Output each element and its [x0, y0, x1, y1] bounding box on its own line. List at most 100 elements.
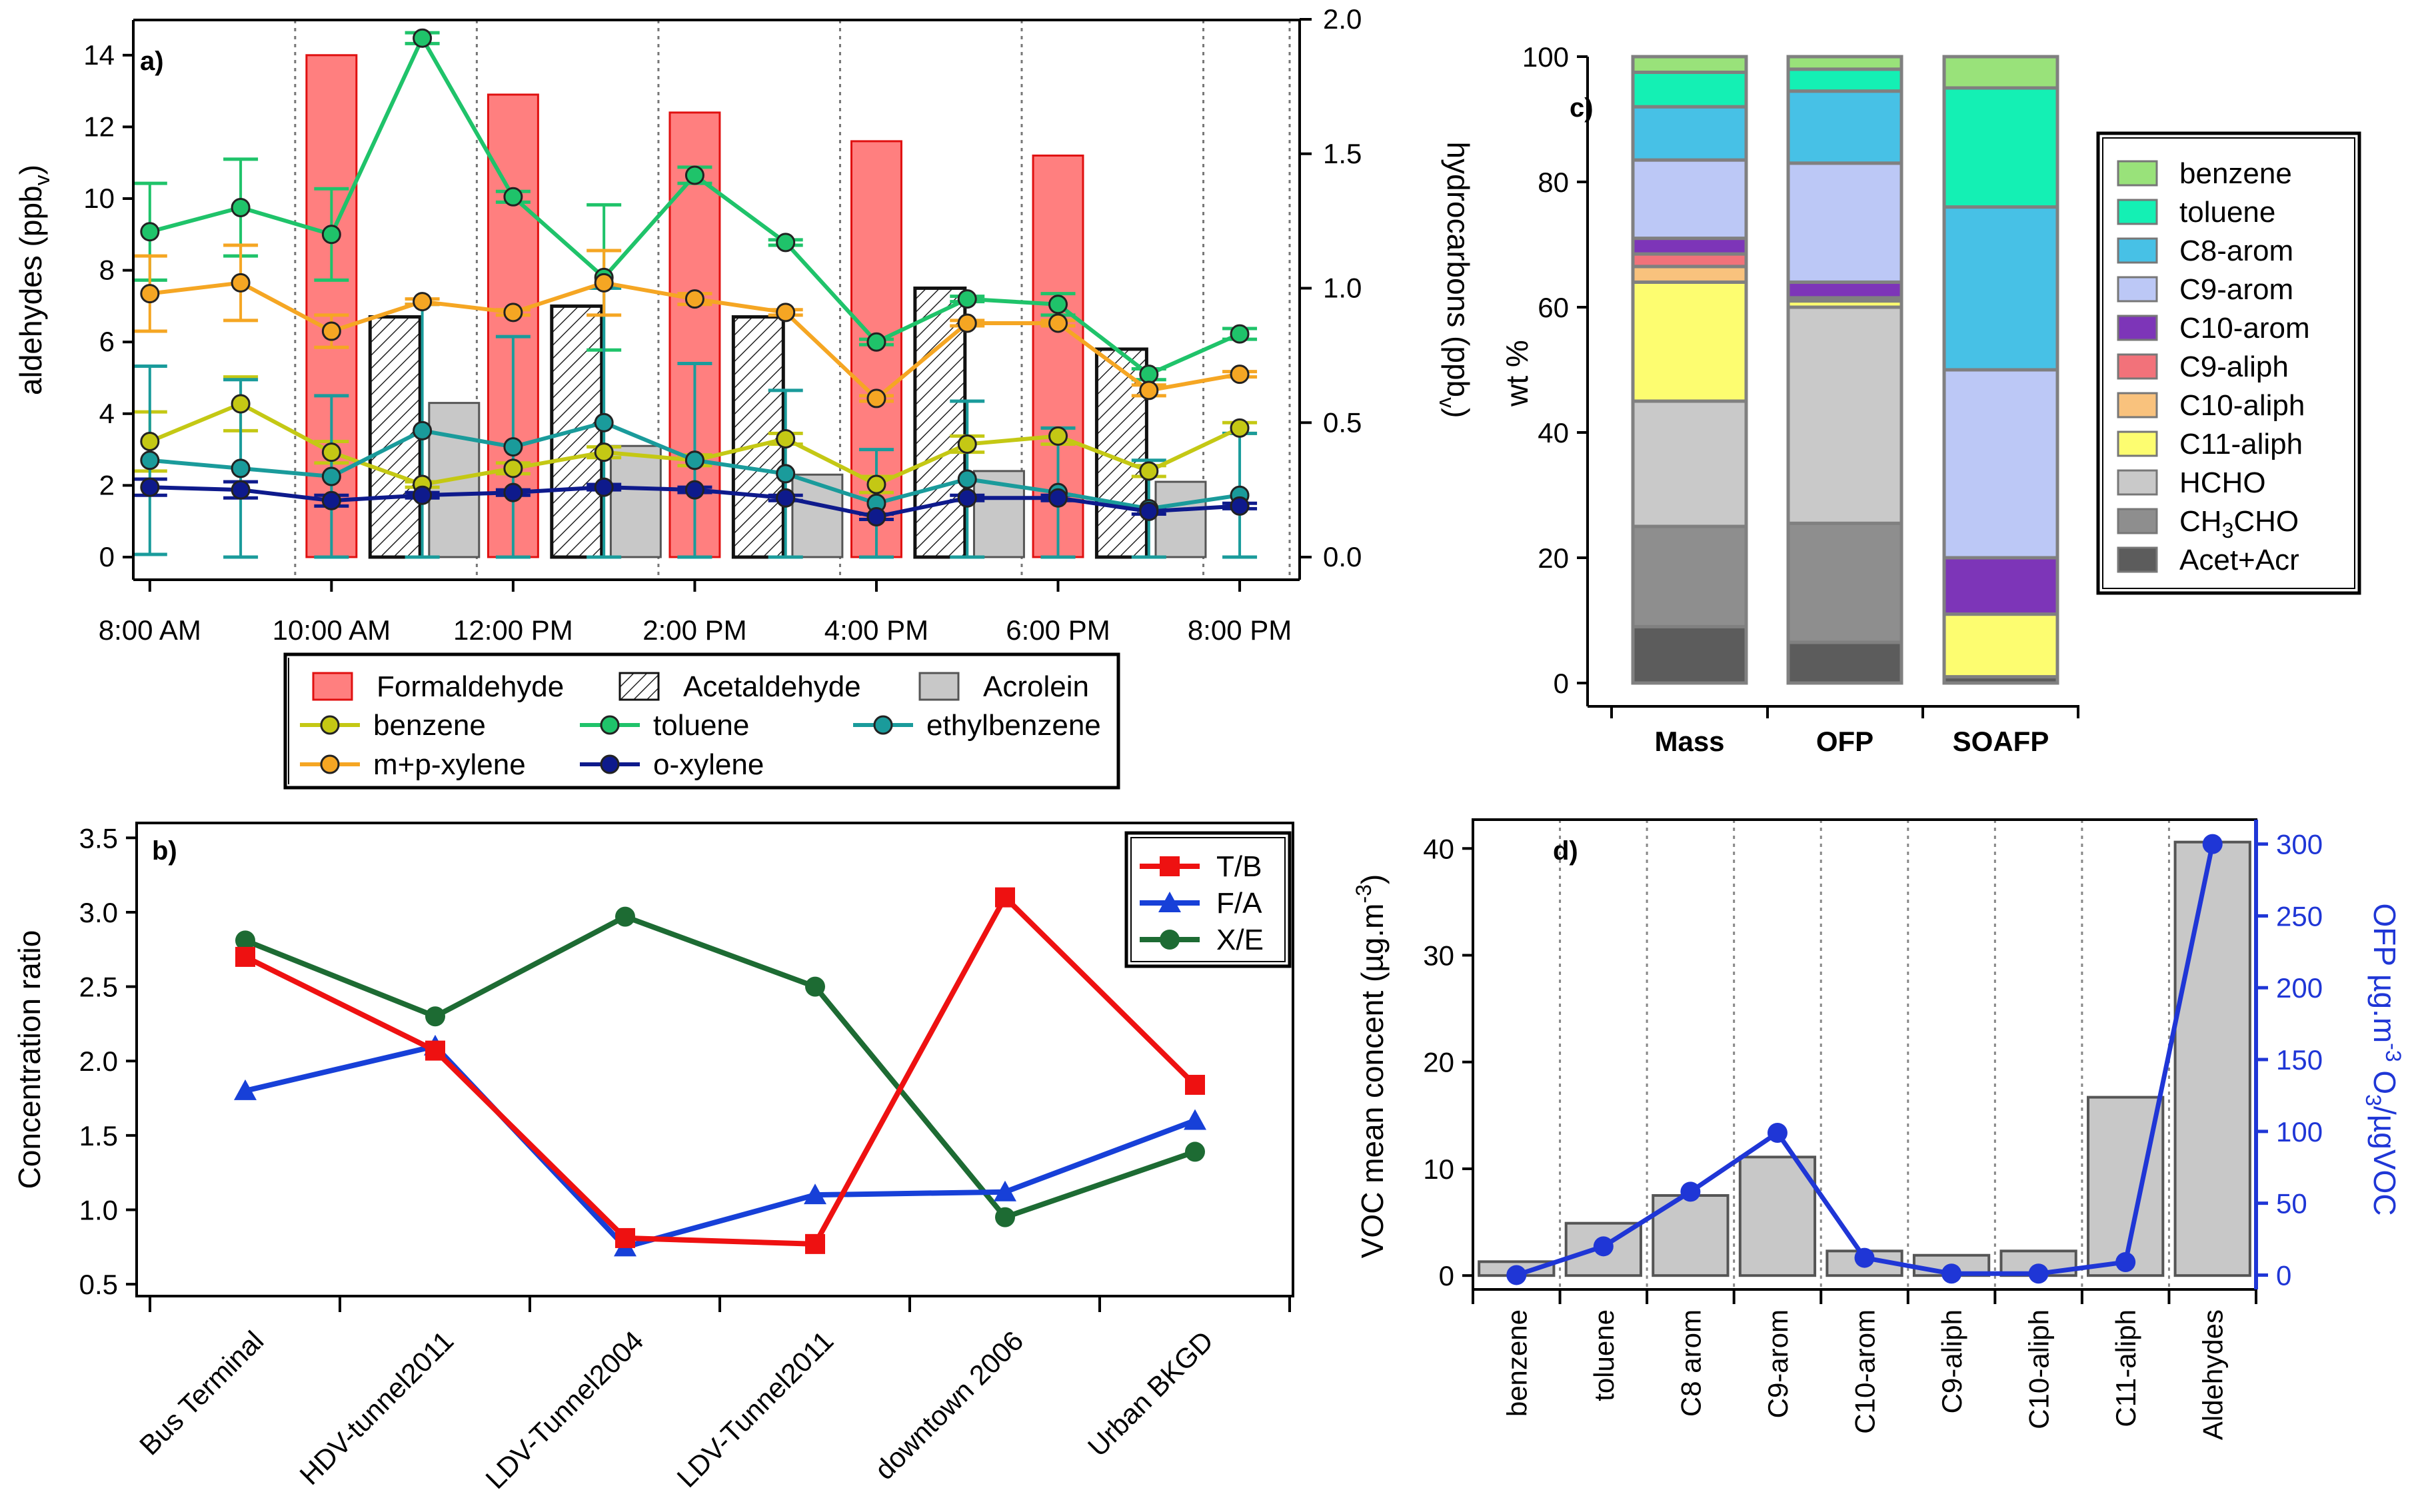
panel-a-point-ethylbenzene	[413, 420, 433, 440]
panel-c-stack-segment-toluene	[1942, 86, 2059, 209]
panel-b-legend: T/B F/A X/E	[1124, 831, 1292, 968]
panel-b-x-category-label: HDV-tunnel2011	[293, 1325, 459, 1491]
panel-c-legend-label: HCHO	[2179, 466, 2266, 499]
panel-a-point-m+p-xylene	[1230, 365, 1250, 384]
panel-a-bar-acrolein	[1154, 480, 1207, 558]
panel-a-point-benzene	[1139, 461, 1159, 481]
panel-d-right-tick-label: 200	[2276, 972, 2323, 1004]
panel-b-y-tick-label: 1.5	[79, 1120, 118, 1151]
panel-b-legend-label: T/B	[1216, 850, 1262, 883]
panel-b-x-category-label: Urban BKGD	[1082, 1325, 1220, 1463]
panel-b-label: b)	[152, 836, 177, 866]
panel-c-y-tick-label: 20	[1538, 542, 1569, 574]
panel-b-point-F/A	[804, 1183, 826, 1205]
panel-b-legend-marker	[1158, 892, 1181, 912]
panel-c-stack-segment-c9-aliph	[1631, 252, 1748, 269]
panel-a-point-m+p-xylene	[684, 289, 704, 309]
panel-b-x-category-label: LDV-Tunnel2011	[671, 1325, 840, 1493]
panel-a-right-tick-label: 0.0	[1323, 541, 1362, 572]
panel-c-legend-swatch	[2117, 237, 2158, 264]
panel-a-legend-label: o-xylene	[653, 748, 764, 781]
panel-d-chart: 0 10 20 30 40 0 50 100 150 200 250 300 benzene toluen…	[1352, 818, 2405, 1440]
panel-a-legend: Formaldehyde Acetaldehyde Acrolein benzene t…	[283, 652, 1120, 790]
panel-d-x-category-label: C8 arom	[1675, 1309, 1706, 1417]
panel-d-x-category-label: C9-aliph	[1936, 1309, 1967, 1413]
panel-a-left-tick-label: 2	[99, 469, 115, 500]
panel-a-bar-acrolein	[609, 444, 662, 558]
panel-c-legend-label: C11-aliph	[2179, 428, 2303, 460]
panel-d-right-tick-label: 300	[2276, 829, 2323, 860]
panel-a-point-ethylbenzene	[140, 450, 160, 470]
panel-c-stack-segment-c11-aliph	[1631, 280, 1748, 403]
panel-b-x-category-label: LDV-Tunnel2004	[479, 1325, 649, 1495]
panel-a-point-m+p-xylene	[1048, 313, 1068, 333]
panel-a-point-o-xylene	[594, 477, 614, 497]
panel-d-left-tick-label: 30	[1423, 940, 1454, 971]
panel-a-point-ethylbenzene	[231, 458, 251, 478]
panel-d-x-category-label: Aldehydes	[2197, 1309, 2229, 1440]
panel-d-x-category-label: C9-arom	[1762, 1309, 1794, 1418]
panel-d-right-tick-label: 100	[2276, 1116, 2323, 1147]
panel-a-point-toluene	[231, 197, 251, 217]
panel-a-legend-marker-toluene	[600, 715, 620, 735]
panel-a-point-benzene	[1230, 418, 1250, 438]
panel-a-legend-label: Formaldehyde	[377, 670, 564, 703]
panel-c-stack-segment-hcho	[1631, 399, 1748, 528]
panel-b-legend-label: F/A	[1216, 887, 1262, 920]
panel-a-x-tick-label: 6:00 PM	[1006, 614, 1110, 646]
panel-c-stack-segment-c10-arom	[1631, 237, 1748, 256]
panel-c-stack-segment-toluene	[1631, 71, 1748, 109]
panel-c-stack-segment-c10-aliph	[1631, 265, 1748, 284]
panel-b-legend-marker	[1160, 930, 1180, 950]
panel-c-y-tick-label: 0	[1554, 668, 1569, 699]
panel-a-x-tick-label: 10:00 AM	[273, 614, 391, 646]
panel-c-legend-label: C8-arom	[2179, 235, 2293, 267]
panel-c-stack-segment-c9-arom	[1786, 161, 1903, 284]
panel-d-x-category-label: C10-arom	[1849, 1309, 1881, 1434]
panel-a-legend-marker-benzene	[320, 715, 340, 735]
panel-a-point-ethylbenzene	[594, 412, 614, 432]
panel-a-right-tick-label: 0.5	[1323, 406, 1362, 438]
panel-d-x-category-label: C10-aliph	[2023, 1309, 2055, 1429]
panel-b-point-F/A	[1184, 1109, 1206, 1130]
panel-a-point-m+p-xylene	[1139, 380, 1159, 400]
panel-c-stack-segment-c10-arom	[1786, 280, 1903, 300]
panel-a-legend-label: toluene	[653, 709, 749, 742]
panel-a-point-benzene	[957, 434, 977, 454]
panel-d-x-category-label: benzene	[1501, 1309, 1532, 1417]
panel-a-point-toluene	[503, 187, 523, 207]
panel-a-point-m+p-xylene	[776, 303, 796, 323]
panel-d-right-tick-label: 250	[2276, 900, 2323, 932]
panel-a-legend-label: Acetaldehyde	[683, 670, 861, 703]
panel-a-point-o-xylene	[957, 488, 977, 508]
panel-a-point-benzene	[1048, 426, 1068, 446]
panel-a-point-o-xylene	[503, 482, 523, 502]
panel-c-stack-segment-c9-arom	[1942, 368, 2059, 560]
panel-c-stack-segment-acet-acr	[1786, 640, 1903, 685]
panel-d-x-category-label: toluene	[1588, 1309, 1620, 1401]
panel-d-ofp-point	[1593, 1236, 1614, 1257]
panel-a-right-tick-label: 2.0	[1323, 3, 1362, 35]
panel-d-ofp-point	[1854, 1247, 1875, 1268]
panel-a-left-tick-label: 10	[83, 183, 115, 214]
panel-b-series-line-T/B	[244, 893, 1197, 1247]
panel-a-point-toluene	[1230, 324, 1250, 344]
panel-b-y-tick-label: 2.0	[79, 1046, 118, 1077]
panel-d-ofp-point	[2115, 1252, 2136, 1273]
panel-b-point-T/B	[615, 1227, 635, 1248]
panel-a-point-ethylbenzene	[776, 464, 796, 484]
panel-a-x-tick-label: 8:00 AM	[99, 614, 201, 646]
panel-a-point-toluene	[321, 225, 341, 245]
panel-a-right-tick-label: 1.0	[1323, 273, 1362, 304]
panel-a-left-tick-label: 0	[99, 541, 115, 572]
panel-b-point-X/E	[235, 930, 255, 951]
panel-b-point-T/B	[235, 946, 255, 967]
panel-a-x-tick-label: 12:00 PM	[453, 614, 573, 646]
panel-d-bar	[2087, 1096, 2165, 1277]
panel-d-ofp-point	[1506, 1265, 1527, 1285]
panel-c-legend-frame-inner	[2102, 137, 2355, 589]
panel-c-legend-label: C9-aliph	[2179, 351, 2289, 383]
panel-a-x-tick-label: 8:00 PM	[1188, 614, 1292, 646]
panel-c-legend-label: benzene	[2179, 157, 2292, 190]
panel-d-left-axis-label: VOC mean concent (µg.m-3)	[1352, 874, 1390, 1259]
